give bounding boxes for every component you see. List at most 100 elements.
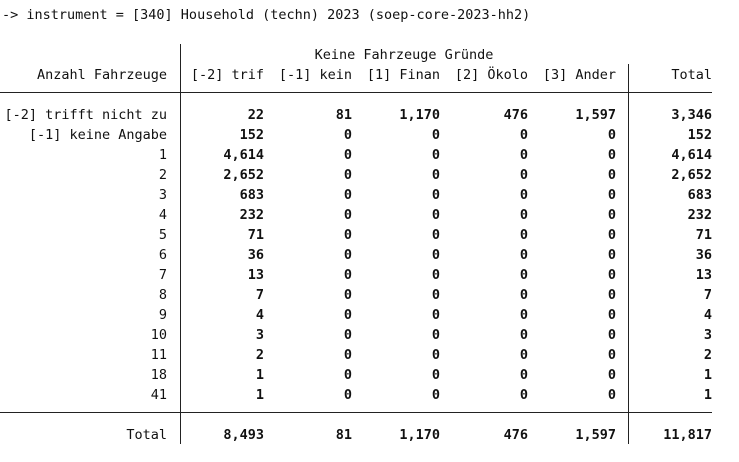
table-cell: 0	[519, 187, 528, 203]
table-cell: 0	[343, 327, 352, 343]
total-row-label: Total	[126, 427, 167, 443]
table-cell: 0	[519, 387, 528, 403]
table-cell: 3	[255, 327, 264, 343]
table-cell: 1	[255, 387, 264, 403]
table-cell: 0	[607, 207, 616, 223]
column-header: [1] Finan	[366, 67, 440, 83]
table-cell: 0	[519, 327, 528, 343]
table-cell: 7	[703, 287, 712, 303]
table-cell: 4,614	[223, 147, 264, 163]
table-cell: 0	[343, 307, 352, 323]
column-header: Total	[671, 67, 712, 83]
row-label: 9	[158, 307, 167, 323]
table-cell: 0	[431, 307, 440, 323]
table-cell: 232	[687, 207, 712, 223]
table-cell: 4,614	[671, 147, 712, 163]
total-cell: 476	[503, 427, 528, 443]
table-title: -> instrument = [340] Household (techn) …	[2, 7, 531, 23]
table-cell: 0	[607, 127, 616, 143]
table-cell: 0	[607, 247, 616, 263]
total-top-rule	[0, 412, 712, 413]
table-cell: 0	[519, 247, 528, 263]
table-cell: 0	[343, 367, 352, 383]
row-label: 18	[150, 367, 167, 383]
table-cell: 3	[703, 327, 712, 343]
table-cell: 0	[431, 367, 440, 383]
table-cell: 22	[247, 107, 264, 123]
table-cell: 36	[247, 247, 264, 263]
table-cell: 0	[607, 227, 616, 243]
table-cell: 0	[519, 127, 528, 143]
total-cell: 81	[335, 427, 352, 443]
table-cell: 0	[431, 167, 440, 183]
table-cell: 0	[519, 207, 528, 223]
column-header: [-2] trif	[190, 67, 264, 83]
table-cell: 0	[431, 347, 440, 363]
vertical-rule-left	[180, 44, 181, 444]
total-cell: 1,170	[399, 427, 440, 443]
table-cell: 0	[343, 267, 352, 283]
total-cell: 11,817	[663, 427, 712, 443]
table-cell: 0	[431, 147, 440, 163]
table-cell: 4	[255, 307, 264, 323]
table-cell: 1	[703, 367, 712, 383]
table-cell: 71	[695, 227, 712, 243]
table-cell: 0	[431, 267, 440, 283]
table-cell: 0	[431, 387, 440, 403]
table-cell: 0	[431, 327, 440, 343]
row-label: 10	[150, 327, 167, 343]
table-cell: 0	[607, 267, 616, 283]
row-variable-header: Anzahl Fahrzeuge	[36, 67, 167, 83]
table-cell: 0	[343, 247, 352, 263]
table-cell: 476	[503, 107, 528, 123]
row-label: 8	[158, 287, 167, 303]
table-cell: 0	[607, 367, 616, 383]
table-cell: 1	[255, 367, 264, 383]
row-label: [-2] trifft nicht zu	[4, 107, 167, 123]
table-cell: 0	[431, 187, 440, 203]
table-cell: 0	[431, 287, 440, 303]
row-label: 2	[158, 167, 167, 183]
table-cell: 0	[431, 247, 440, 263]
table-cell: 0	[343, 287, 352, 303]
row-label: 6	[158, 247, 167, 263]
row-label: [-1] keine Angabe	[28, 127, 167, 143]
table-cell: 2,652	[671, 167, 712, 183]
table-cell: 0	[431, 207, 440, 223]
total-cell: 8,493	[223, 427, 264, 443]
table-cell: 152	[239, 127, 264, 143]
table-cell: 0	[343, 147, 352, 163]
table-cell: 1,597	[575, 107, 616, 123]
table-cell: 7	[255, 287, 264, 303]
table-cell: 0	[431, 127, 440, 143]
table-cell: 0	[519, 347, 528, 363]
table-cell: 0	[343, 187, 352, 203]
table-cell: 0	[607, 307, 616, 323]
column-header: [2] Ökolo	[454, 67, 528, 83]
table-cell: 0	[343, 207, 352, 223]
table-cell: 0	[519, 147, 528, 163]
table-cell: 0	[607, 327, 616, 343]
table-cell: 0	[607, 167, 616, 183]
table-cell: 152	[687, 127, 712, 143]
table-cell: 36	[695, 247, 712, 263]
table-cell: 0	[343, 227, 352, 243]
header-bottom-rule	[0, 92, 712, 93]
table-cell: 13	[247, 267, 264, 283]
table-cell: 2	[255, 347, 264, 363]
table-cell: 232	[239, 207, 264, 223]
table-cell: 81	[335, 107, 352, 123]
table-cell: 1,170	[399, 107, 440, 123]
table-cell: 0	[607, 287, 616, 303]
column-header: [-1] kein	[278, 67, 352, 83]
row-label: 41	[150, 387, 167, 403]
table-cell: 71	[247, 227, 264, 243]
table-cell: 0	[343, 347, 352, 363]
table-cell: 0	[607, 147, 616, 163]
table-cell: 0	[519, 267, 528, 283]
row-label: 5	[158, 227, 167, 243]
vertical-rule-right	[628, 64, 629, 444]
table-cell: 683	[239, 187, 264, 203]
table-cell: 2,652	[223, 167, 264, 183]
group-header: Keine Fahrzeuge Gründe	[314, 47, 494, 63]
